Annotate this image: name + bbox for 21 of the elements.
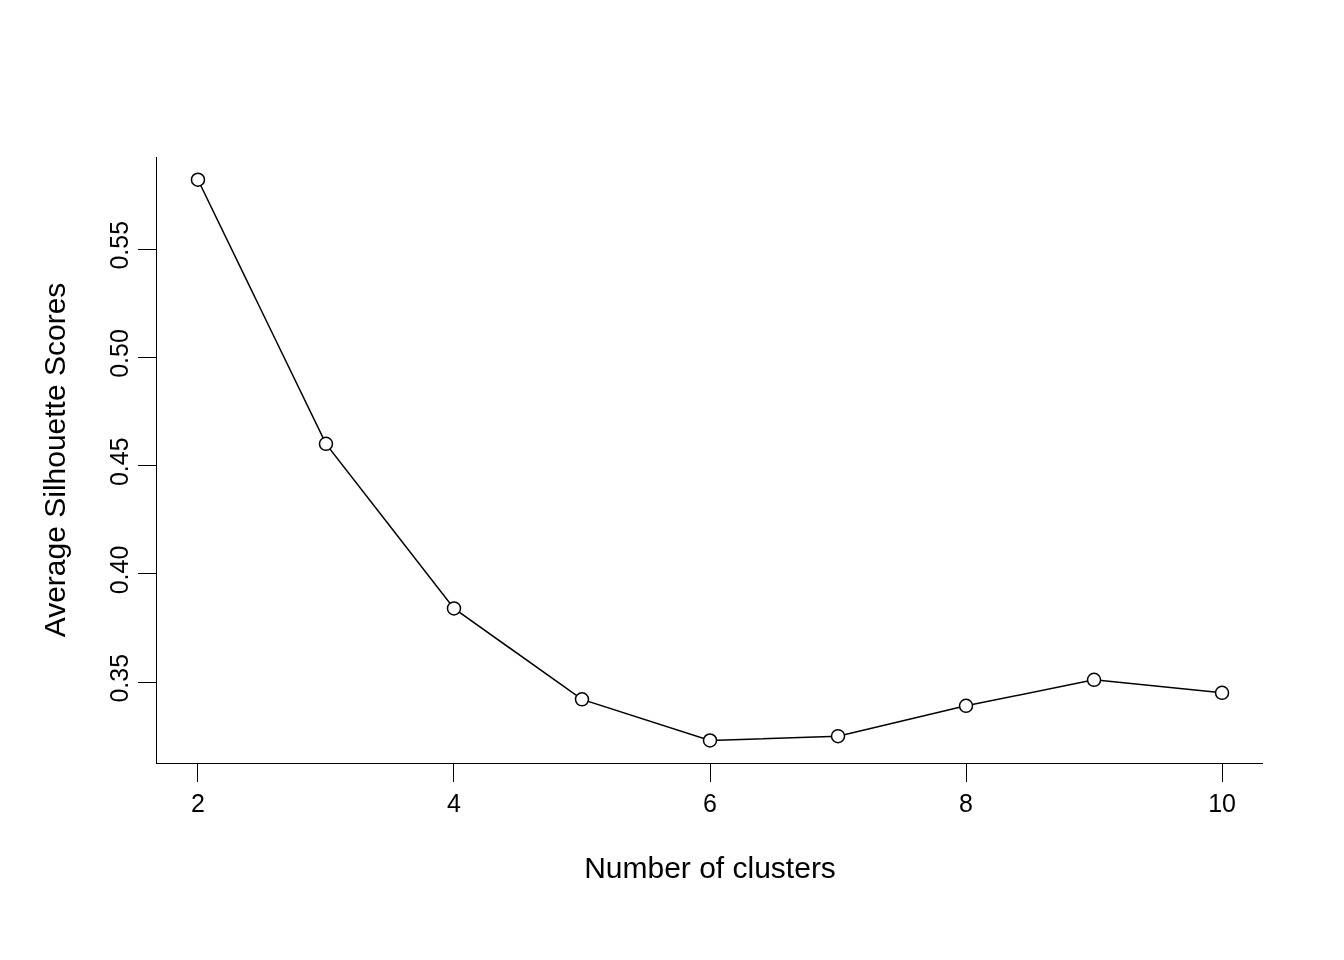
y-tick-label: 0.45: [105, 437, 133, 487]
x-tick-label: 8: [959, 789, 973, 817]
point: [190, 172, 206, 187]
point: [574, 692, 590, 707]
y-tick-label: 0.50: [105, 329, 133, 378]
x-tick-label: 4: [447, 789, 462, 817]
y-tick-label: 0.55: [105, 220, 133, 270]
x-tick-label: 6: [703, 789, 717, 817]
point: [958, 698, 974, 714]
x-tick-label: 10: [1208, 789, 1236, 817]
point: [1086, 672, 1102, 688]
x-axis-title: Number of clusters: [584, 850, 836, 884]
y-tick-label: 0.35: [105, 653, 133, 703]
point: [446, 601, 462, 616]
point: [702, 733, 718, 748]
x-tick-label: 2: [191, 789, 205, 817]
y-tick-label: 0.40: [105, 545, 133, 595]
y-axis-title: Average Silhouette Scores: [38, 282, 71, 638]
point: [830, 728, 846, 744]
point: [1214, 685, 1230, 701]
point: [318, 436, 334, 452]
